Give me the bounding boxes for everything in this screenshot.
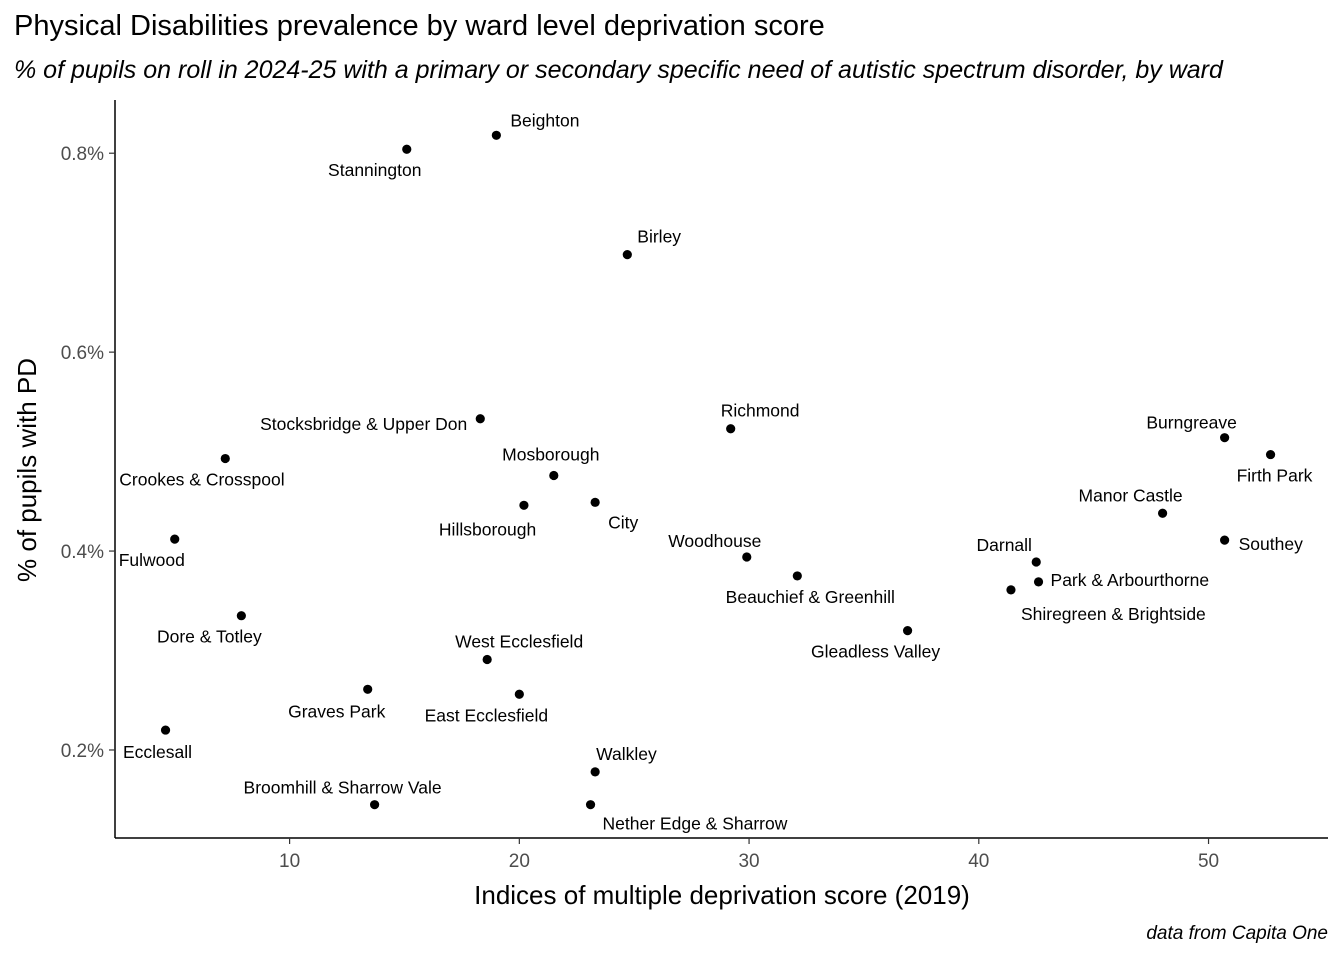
point-label: Beauchief & Greenhill xyxy=(726,587,895,607)
x-tick-label: 30 xyxy=(738,851,759,872)
data-point xyxy=(590,767,600,777)
y-tick-label: 0.4% xyxy=(61,542,104,563)
data-point xyxy=(482,654,492,665)
data-point xyxy=(742,552,752,562)
data-point xyxy=(585,800,596,810)
chart-title: Physical Disabilities prevalence by ward… xyxy=(14,10,825,42)
point-label: Darnall xyxy=(977,535,1032,555)
point-label: Burngreave xyxy=(1146,413,1236,433)
data-point xyxy=(792,571,802,581)
x-tick-label: 40 xyxy=(968,851,989,872)
point-label: Manor Castle xyxy=(1079,485,1183,505)
data-point xyxy=(902,626,913,636)
data-point xyxy=(402,144,412,154)
data-point xyxy=(236,611,246,621)
y-tick-label: 0.8% xyxy=(61,144,104,165)
data-point xyxy=(1220,535,1230,545)
x-tick-label: 10 xyxy=(279,851,300,872)
data-point xyxy=(1265,449,1276,460)
data-point xyxy=(160,725,171,735)
point-label: East Ecclesfield xyxy=(425,705,549,725)
point-label: Dore & Totley xyxy=(157,627,262,647)
point-label: Stocksbridge & Upper Don xyxy=(260,414,467,434)
point-label: Graves Park xyxy=(288,701,385,721)
data-point xyxy=(475,414,485,424)
data-points xyxy=(160,130,1276,810)
point-label: Fulwood xyxy=(119,550,185,570)
data-point xyxy=(549,470,559,481)
point-label: Mosborough xyxy=(502,444,599,464)
y-axis-title: % of pupils with PD xyxy=(12,358,42,582)
point-label: Firth Park xyxy=(1237,466,1313,486)
point-label: Gleadless Valley xyxy=(811,642,940,662)
point-label: Stannington xyxy=(328,160,421,180)
data-point-labels: Beighton Stannington Birley Stocksbridge & … xyxy=(119,110,1313,833)
data-point xyxy=(1031,557,1041,567)
data-point xyxy=(1220,433,1230,443)
data-point xyxy=(170,534,180,544)
point-label: Beighton xyxy=(510,110,579,130)
data-point xyxy=(1157,508,1168,518)
data-point xyxy=(1033,577,1044,587)
x-axis-title: Indices of multiple deprivation score (2… xyxy=(474,880,970,910)
x-tick-label: 20 xyxy=(509,851,530,872)
chart-caption: data from Capita One xyxy=(1146,923,1328,944)
point-label: Hillsborough xyxy=(439,519,536,539)
y-tick-label: 0.6% xyxy=(61,343,104,364)
point-label: Crookes & Crosspool xyxy=(119,470,284,490)
point-label: Birley xyxy=(637,227,681,247)
point-label: Broomhill & Sharrow Vale xyxy=(244,778,442,798)
axes xyxy=(114,100,1328,839)
point-label: Woodhouse xyxy=(668,531,761,551)
x-tick-label: 50 xyxy=(1198,851,1219,872)
point-label: Richmond xyxy=(721,401,800,421)
data-point xyxy=(1006,585,1016,595)
point-label: Shiregreen & Brightside xyxy=(1021,604,1206,624)
x-axis-ticks: 10 20 30 40 50 xyxy=(279,838,1219,872)
point-label: City xyxy=(608,512,638,532)
data-point xyxy=(726,424,736,434)
data-point xyxy=(590,497,600,507)
data-point xyxy=(491,130,501,140)
point-label: West Ecclesfield xyxy=(455,631,583,651)
point-label: Ecclesall xyxy=(123,742,192,762)
data-point xyxy=(370,800,380,810)
chart-subtitle: % of pupils on roll in 2024-25 with a pr… xyxy=(14,56,1223,84)
data-point xyxy=(622,250,632,260)
data-point xyxy=(519,500,529,510)
point-label: Southey xyxy=(1239,534,1303,554)
data-point xyxy=(514,689,524,699)
y-tick-label: 0.2% xyxy=(61,741,104,762)
y-axis-ticks: 0.2% 0.4% 0.6% 0.8% xyxy=(61,144,115,762)
data-point xyxy=(363,684,373,694)
point-label: Walkley xyxy=(596,744,657,764)
data-point xyxy=(220,453,230,464)
point-label: Park & Arbourthorne xyxy=(1051,570,1210,590)
point-label: Nether Edge & Sharrow xyxy=(603,814,788,834)
